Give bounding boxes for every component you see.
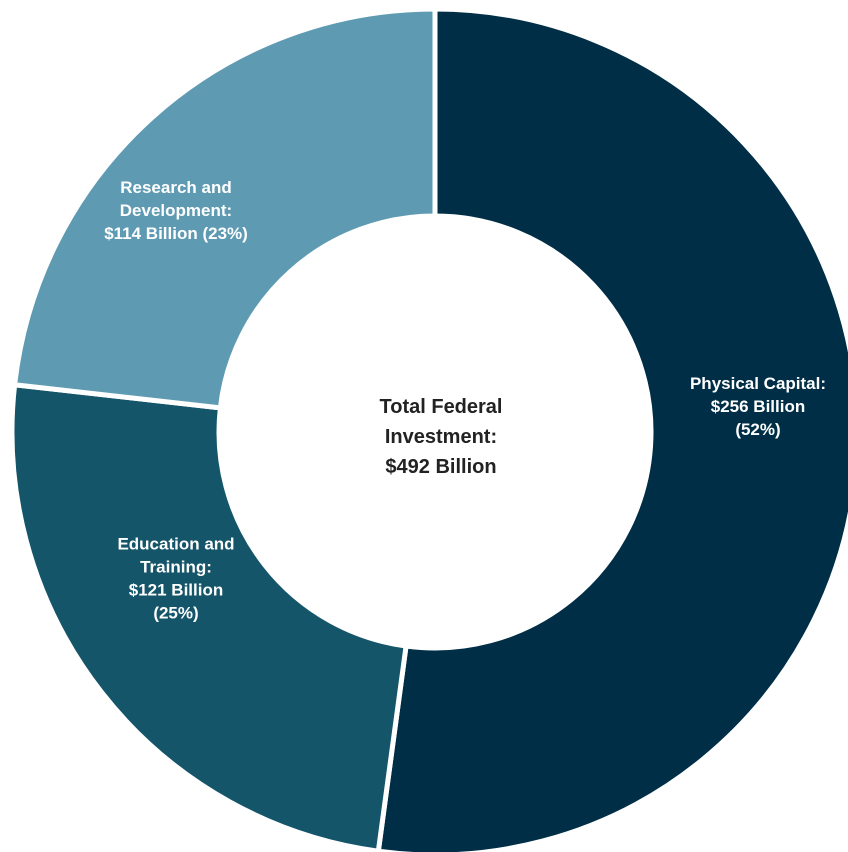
slice-physical-capital <box>375 6 848 852</box>
slice-label-2-line-2: Training: <box>140 558 212 577</box>
slice-label-3-line-3: $114 Billion (23%) <box>104 224 248 243</box>
center-label-line-1: Total Federal <box>380 396 503 418</box>
slice-education-and-training <box>9 381 409 852</box>
center-label-line-2: Investment: <box>385 426 497 448</box>
slice-label-2-line-3: $121 Billion <box>129 581 223 600</box>
center-label-line-3: $492 Billion <box>385 456 496 478</box>
slice-label-3-line-1: Research and <box>120 178 232 197</box>
slice-label-2-line-1: Education and <box>117 535 234 554</box>
slice-label-1-line-2: $256 Billion <box>711 397 805 416</box>
center-label: Total Federal Investment: $492 Billion <box>380 396 503 478</box>
slice-label-2-line-4: (25%) <box>153 604 198 623</box>
slice-label-1-line-3: (52%) <box>735 420 780 439</box>
slice-label-1-line-1: Physical Capital: <box>690 374 826 393</box>
chart-labels: Physical Capital: $256 Billion (52%) Educat… <box>104 178 826 623</box>
slice-research-and-development <box>11 6 438 411</box>
slice-label-3-line-2: Development: <box>120 201 232 220</box>
chart-slices <box>9 6 848 852</box>
